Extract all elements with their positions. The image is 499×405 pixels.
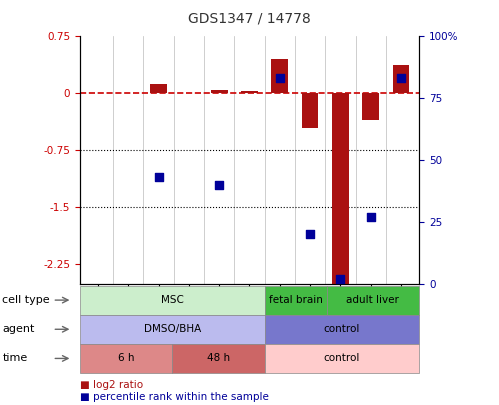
Text: 48 h: 48 h — [207, 354, 230, 363]
Text: ■ log2 ratio: ■ log2 ratio — [80, 380, 143, 390]
Text: cell type: cell type — [2, 295, 50, 305]
Text: control: control — [324, 324, 360, 334]
Bar — [393, 64, 409, 94]
Text: time: time — [2, 354, 28, 363]
Text: control: control — [324, 354, 360, 363]
Bar — [271, 59, 288, 94]
Point — [336, 275, 344, 282]
Text: agent: agent — [2, 324, 35, 334]
Bar — [150, 84, 167, 94]
Bar — [362, 94, 379, 120]
Point — [397, 75, 405, 82]
Bar — [241, 91, 258, 94]
Text: adult liver: adult liver — [346, 295, 399, 305]
Point — [306, 231, 314, 237]
Text: DMSO/BHA: DMSO/BHA — [144, 324, 201, 334]
Point — [276, 75, 284, 82]
Text: GDS1347 / 14778: GDS1347 / 14778 — [188, 11, 311, 25]
Bar — [332, 94, 349, 284]
Text: ■ percentile rank within the sample: ■ percentile rank within the sample — [80, 392, 269, 402]
Text: 6 h: 6 h — [118, 354, 134, 363]
Point — [215, 181, 223, 188]
Text: MSC: MSC — [161, 295, 184, 305]
Text: fetal brain: fetal brain — [269, 295, 323, 305]
Bar — [302, 94, 318, 128]
Point — [155, 174, 163, 181]
Point — [367, 213, 375, 220]
Bar — [211, 90, 228, 94]
